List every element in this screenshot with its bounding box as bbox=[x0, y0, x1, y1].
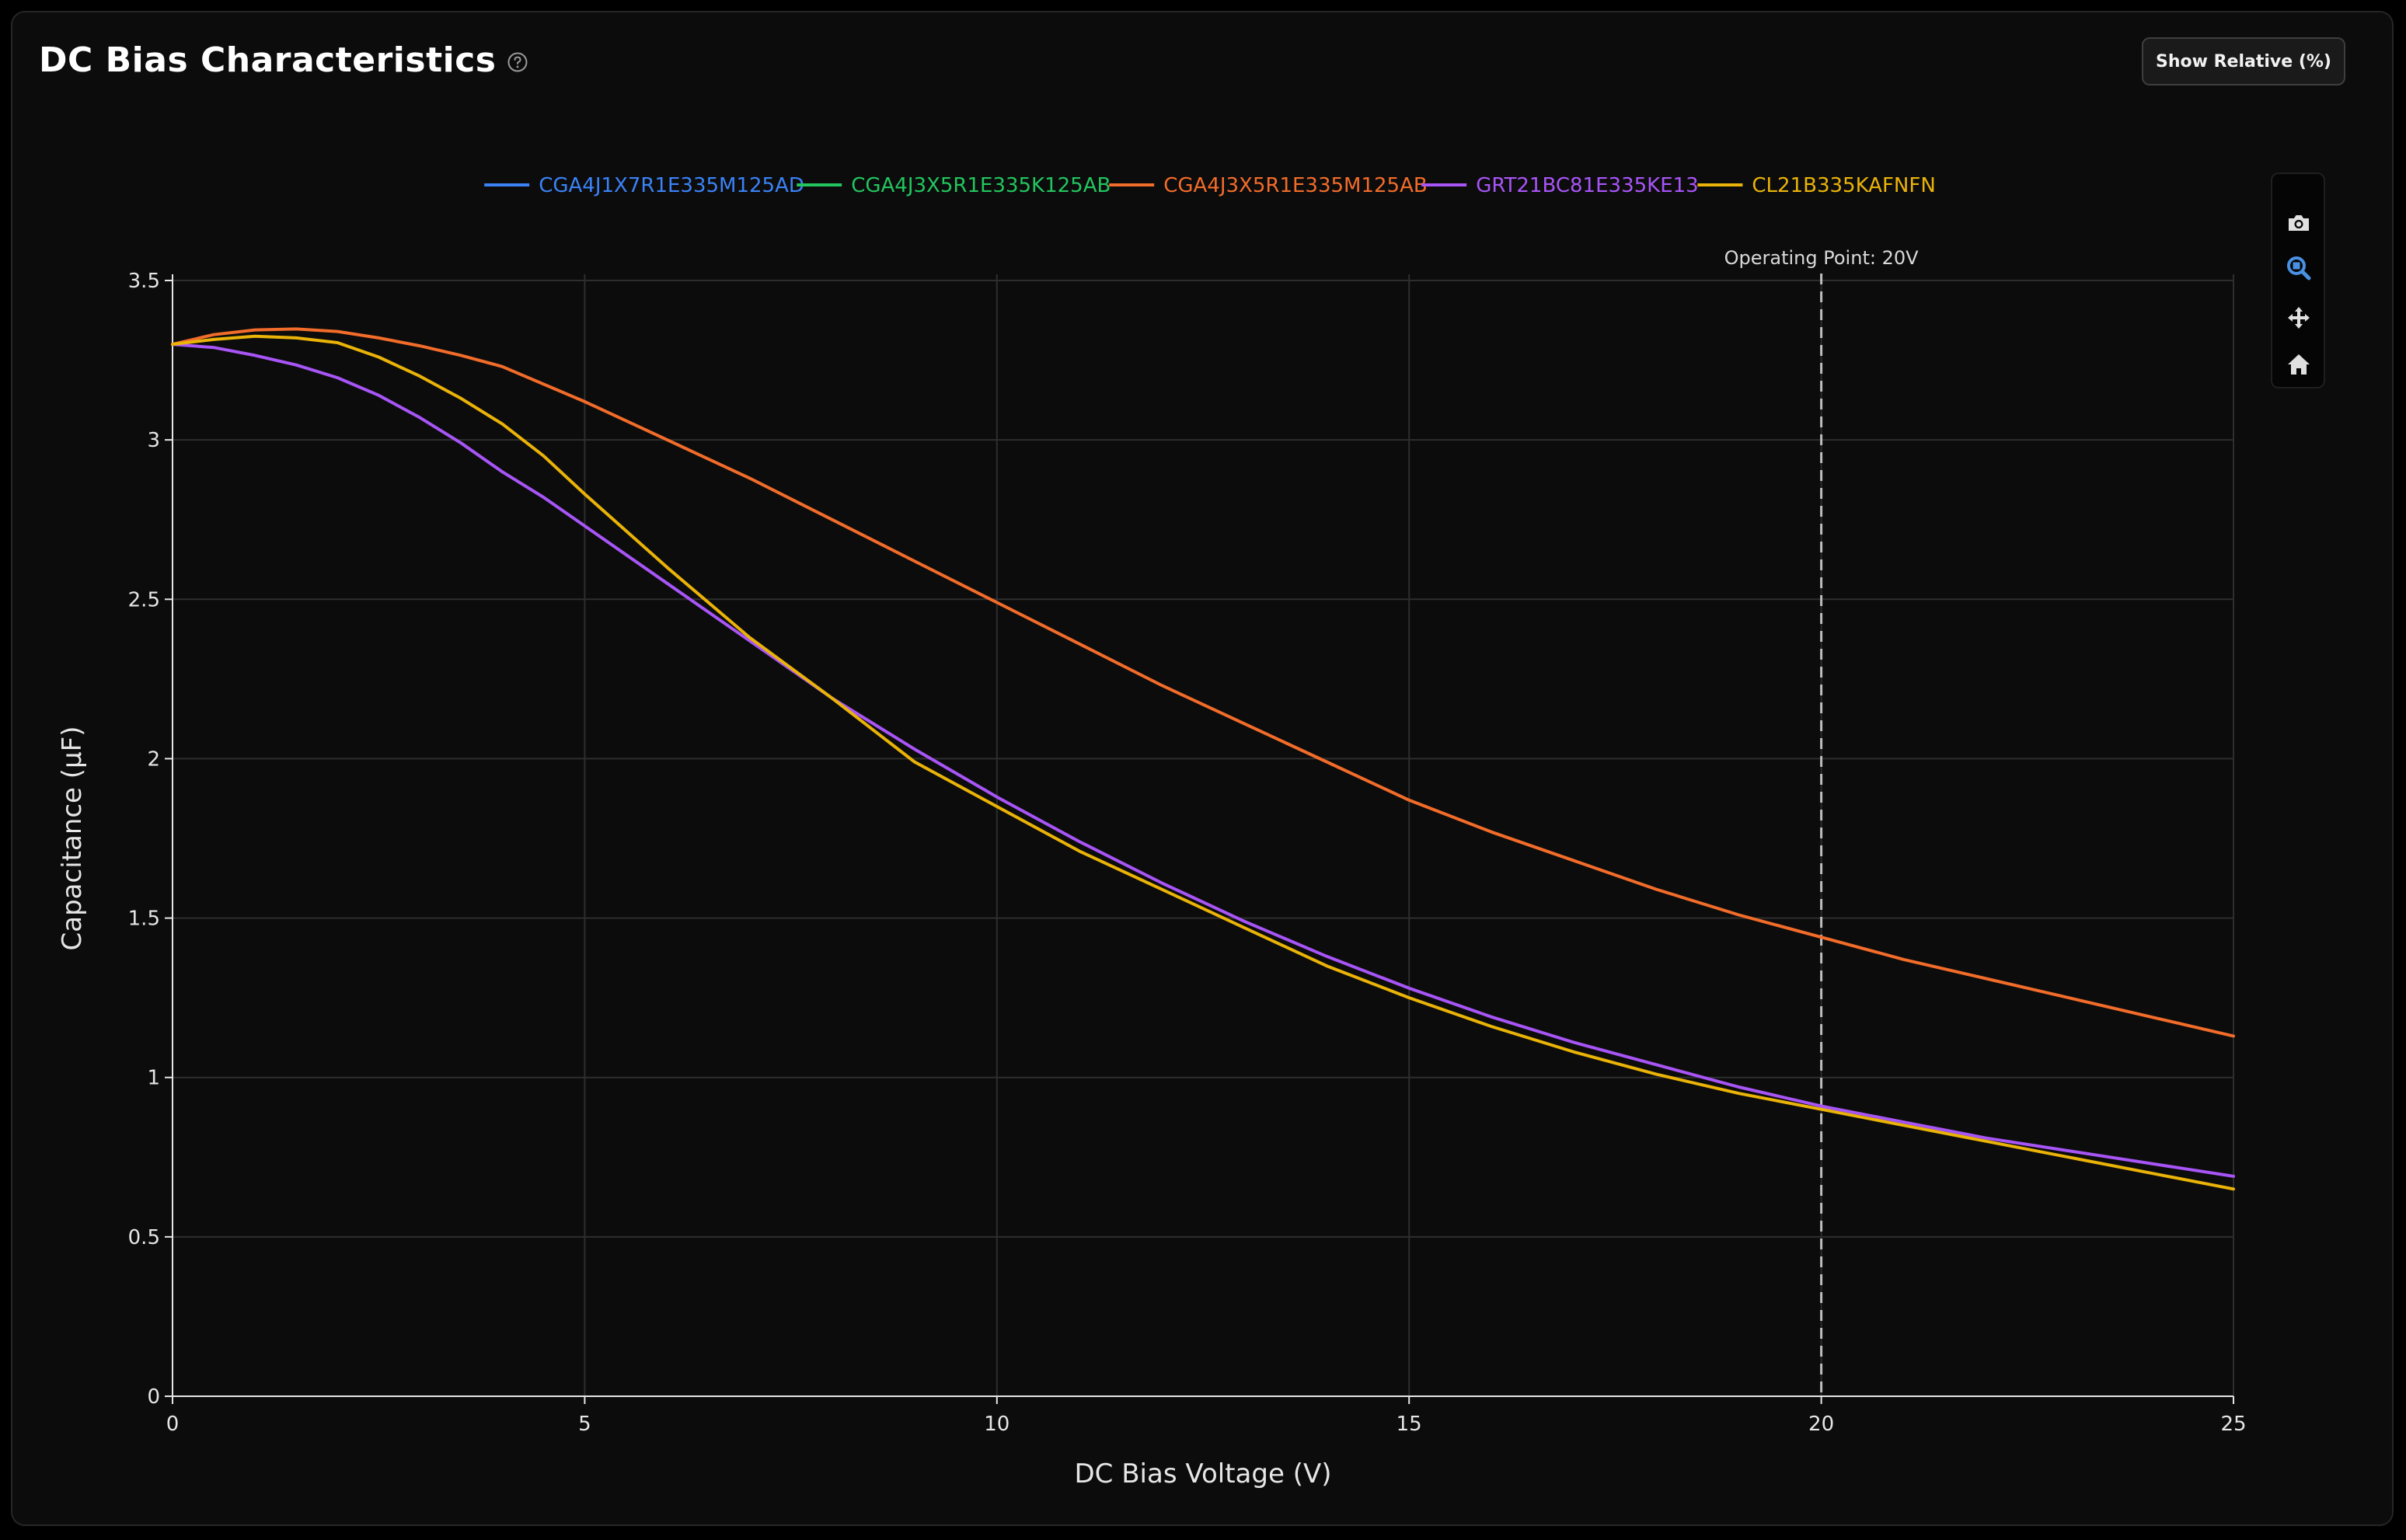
y-tick-label: 0.5 bbox=[128, 1226, 160, 1249]
home-icon[interactable] bbox=[2284, 350, 2314, 379]
legend-label: CGA4J3X5R1E335K125AB bbox=[851, 174, 1111, 197]
series-line bbox=[171, 343, 2235, 1178]
x-axis-title: DC Bias Voltage (V) bbox=[1075, 1458, 1332, 1489]
y-tick-label: 2 bbox=[147, 747, 160, 771]
y-tick-label: 0 bbox=[147, 1385, 160, 1409]
zoom-icon[interactable] bbox=[2284, 253, 2314, 283]
legend-item[interactable]: CGA4J3X5R1E335M125AB bbox=[1109, 174, 1428, 197]
legend-label: GRT21BC81E335KE13 bbox=[1476, 174, 1699, 197]
chart-legend: CGA4J1X7R1E335M125AD CGA4J3X5R1E335K125AB… bbox=[484, 174, 1936, 197]
chart-card bbox=[11, 11, 2394, 1526]
y-tick-label: 2.5 bbox=[128, 588, 160, 611]
operating-point-label: Operating Point: 20V bbox=[1724, 247, 1919, 269]
y-tick-label: 3 bbox=[147, 429, 160, 452]
x-tick-label: 10 bbox=[984, 1413, 1009, 1436]
x-tick-label: 20 bbox=[1808, 1413, 1834, 1436]
legend-item[interactable]: GRT21BC81E335KE13 bbox=[1421, 174, 1699, 197]
y-tick-label: 1 bbox=[147, 1067, 160, 1090]
chart-toolbar bbox=[2271, 172, 2325, 388]
legend-item[interactable]: CGA4J3X5R1E335K125AB bbox=[797, 174, 1111, 197]
x-tick-label: 5 bbox=[578, 1413, 591, 1436]
legend-label: CGA4J1X7R1E335M125AD bbox=[539, 174, 804, 197]
x-tick-label: 25 bbox=[2220, 1413, 2246, 1436]
help-icon[interactable] bbox=[507, 51, 528, 73]
chart-title: DC Bias Characteristics bbox=[39, 40, 497, 80]
chart-header: DC Bias Characteristics bbox=[39, 40, 528, 80]
legend-label: CL21B335KAFNFN bbox=[1752, 174, 1935, 197]
x-tick-label: 0 bbox=[166, 1413, 180, 1436]
series-line bbox=[171, 327, 2235, 1038]
series-line bbox=[171, 334, 2235, 1191]
y-tick-label: 1.5 bbox=[128, 908, 160, 931]
legend-item[interactable]: CGA4J1X7R1E335M125AD bbox=[484, 174, 804, 197]
legend-label: CGA4J3X5R1E335M125AB bbox=[1163, 174, 1428, 197]
pan-icon[interactable] bbox=[2284, 303, 2314, 333]
camera-icon[interactable] bbox=[2284, 208, 2314, 238]
y-axis-title: Capacitance (µF) bbox=[57, 726, 88, 951]
show-relative-button[interactable]: Show Relative (%) bbox=[2142, 37, 2345, 85]
legend-item[interactable]: CL21B335KAFNFN bbox=[1697, 174, 1936, 197]
y-tick-label: 3.5 bbox=[128, 270, 160, 293]
x-tick-label: 15 bbox=[1397, 1413, 1422, 1436]
